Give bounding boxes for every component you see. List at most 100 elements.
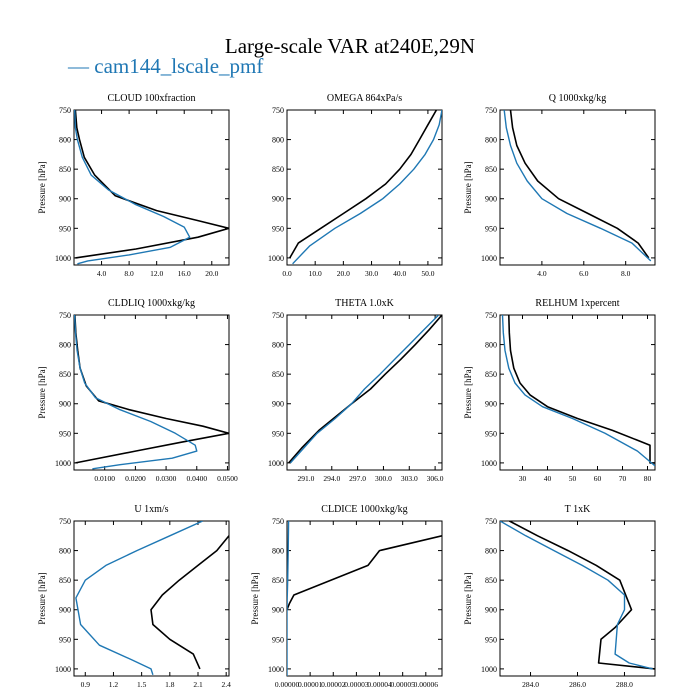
y-tick-label: 950	[272, 224, 284, 233]
plot-frame	[73, 520, 230, 677]
y-tick-label: 750	[272, 517, 284, 526]
y-tick-label: 950	[59, 635, 71, 644]
y-tick-label: 1000	[481, 459, 497, 468]
y-tick-label: 850	[272, 165, 284, 174]
x-tick-label: 4.0	[537, 269, 547, 278]
y-tick-label: 1000	[481, 665, 497, 674]
x-tick-label: 0.00004	[367, 680, 392, 689]
x-tick-label: 306.0	[427, 474, 444, 483]
panel-7: U 1xm/s Pressure [hPa] 750 800 850 900 950 1000…	[37, 504, 231, 689]
panel-title: CLDICE 1000xkg/kg	[321, 504, 407, 515]
x-tick-label: 0.00006	[414, 680, 439, 689]
x-tick-label: 16.0	[178, 269, 191, 278]
x-tick-label: 12.0	[150, 269, 163, 278]
series-line-black	[509, 110, 650, 259]
x-tick-label: 1.2	[109, 680, 119, 689]
x-tick-label: 0.00003	[344, 680, 369, 689]
panel-title: OMEGA 864xPa/s	[327, 93, 402, 104]
x-tick-label: 0.00001	[298, 680, 323, 689]
x-tick-label: 40.0	[393, 269, 406, 278]
series-line-blue	[501, 315, 655, 467]
y-tick-label: 950	[272, 429, 284, 438]
x-tick-label: 80	[644, 474, 652, 483]
figure-title: Large-scale VAR at240E,29N	[224, 34, 476, 58]
series-line-black	[288, 315, 442, 464]
legend-label: cam144_lscale_pmf	[94, 54, 264, 78]
x-tick-label: 8.0	[124, 269, 134, 278]
legend-line-marker: —	[68, 54, 89, 78]
series-line-blue	[75, 521, 203, 676]
x-tick-label: 40	[544, 474, 552, 483]
y-tick-label: 800	[59, 136, 71, 145]
y-tick-label: 800	[59, 341, 71, 350]
y-tick-label: 850	[272, 576, 284, 585]
y-tick-label: 850	[59, 370, 71, 379]
panel-8: CLDICE 1000xkg/kg Pressure [hPa] 750 800 850…	[250, 504, 443, 689]
plot-frame	[499, 314, 656, 471]
series-line-black	[289, 110, 438, 259]
y-tick-label: 900	[485, 606, 497, 615]
x-tick-label: 0.0400	[186, 474, 207, 483]
y-tick-label: 1000	[55, 665, 71, 674]
plot-frame	[286, 109, 443, 266]
x-tick-label: 297.0	[349, 474, 366, 483]
x-tick-label: 20.0	[337, 269, 350, 278]
x-tick-label: 0.0500	[217, 474, 238, 483]
series-line-blue	[287, 521, 290, 676]
y-tick-label: 900	[485, 400, 497, 409]
y-tick-label: 900	[59, 400, 71, 409]
series-line-black	[287, 535, 442, 610]
y-tick-label: 800	[272, 341, 284, 350]
x-tick-label: 1.5	[137, 680, 147, 689]
y-tick-label: 850	[59, 165, 71, 174]
series-line-blue	[74, 315, 198, 470]
y-tick-label: 900	[272, 400, 284, 409]
y-tick-label: 950	[485, 429, 497, 438]
y-tick-label: 900	[59, 195, 71, 204]
y-axis-label: Pressure [hPa]	[250, 572, 260, 624]
y-tick-label: 750	[272, 311, 284, 320]
panel-title: RELHUM 1xpercent	[535, 298, 619, 309]
plot-frame	[73, 109, 230, 266]
series-line-black	[508, 315, 655, 464]
panel-title: T 1xK	[565, 504, 591, 515]
x-tick-label: 1.8	[165, 680, 175, 689]
plot-frame	[286, 520, 443, 677]
y-tick-label: 900	[59, 606, 71, 615]
y-tick-label: 750	[485, 517, 497, 526]
y-tick-label: 1000	[268, 459, 284, 468]
series-line-black	[509, 521, 655, 670]
series-line-blue	[289, 315, 440, 464]
y-tick-label: 850	[485, 576, 497, 585]
y-tick-label: 850	[59, 576, 71, 585]
x-tick-label: 30.0	[365, 269, 378, 278]
x-tick-label: 286.0	[569, 680, 586, 689]
x-tick-label: 8.0	[621, 269, 631, 278]
y-tick-label: 750	[59, 517, 71, 526]
plot-frame	[73, 314, 230, 471]
panel-2: OMEGA 864xPa/s 750 800 850 900 950 1000 0.0 10.0…	[268, 93, 443, 278]
x-tick-label: 60	[594, 474, 602, 483]
y-tick-label: 1000	[55, 254, 71, 263]
series-line-blue	[503, 110, 652, 262]
x-tick-label: 2.4	[221, 680, 231, 689]
x-tick-label: 291.0	[298, 474, 315, 483]
x-tick-label: 70	[619, 474, 627, 483]
y-tick-label: 800	[272, 136, 284, 145]
x-tick-label: 50	[569, 474, 577, 483]
panel-9: T 1xK Pressure [hPa] 750 800 850 900 950 1000 28…	[463, 504, 656, 689]
y-tick-label: 750	[59, 311, 71, 320]
y-axis-label: Pressure [hPa]	[463, 572, 473, 624]
y-axis-label: Pressure [hPa]	[463, 161, 473, 213]
x-tick-label: 0.0300	[156, 474, 177, 483]
y-tick-label: 750	[272, 106, 284, 115]
x-tick-label: 20.0	[205, 269, 218, 278]
y-tick-label: 900	[485, 195, 497, 204]
y-tick-label: 850	[272, 370, 284, 379]
x-tick-label: 288.0	[616, 680, 633, 689]
panel-5: THETA 1.0xK 750 800 850 900 950 1000 291.0 294.0…	[268, 298, 444, 483]
y-tick-label: 900	[272, 606, 284, 615]
x-tick-label: 6.0	[579, 269, 589, 278]
plot-frame	[499, 109, 656, 266]
